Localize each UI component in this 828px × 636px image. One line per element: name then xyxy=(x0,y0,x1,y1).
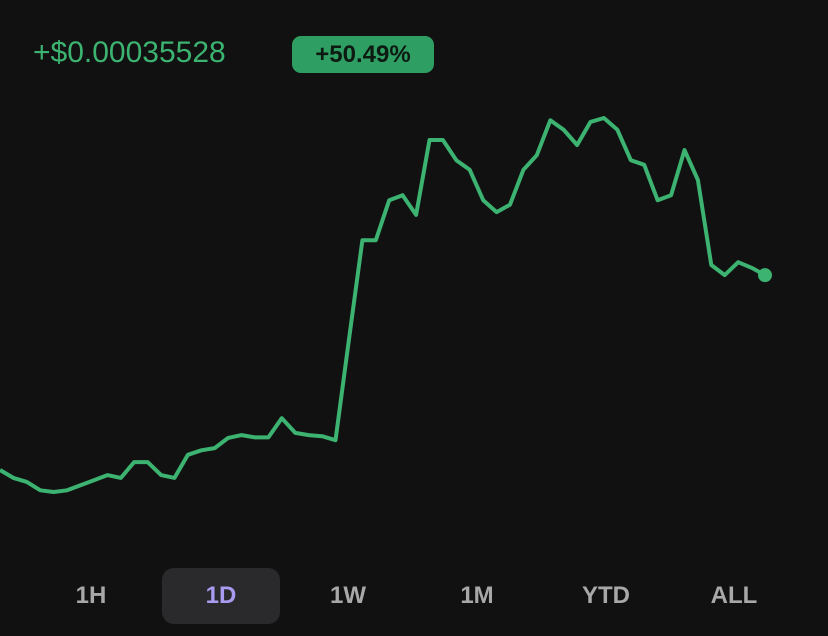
range-tab[interactable]: 1H xyxy=(75,582,107,609)
range-tab[interactable]: 1M xyxy=(460,582,494,609)
price-chart xyxy=(0,116,772,494)
price-line xyxy=(0,116,766,494)
range-tab[interactable]: 1D xyxy=(162,568,280,624)
range-tab[interactable]: 1W xyxy=(330,582,366,609)
percent-badge: +50.49% xyxy=(292,36,434,73)
range-tab[interactable]: YTD xyxy=(582,582,630,609)
current-dot xyxy=(758,268,772,283)
range-tab[interactable]: ALL xyxy=(710,582,758,609)
price-change: +$0.00035528 xyxy=(33,36,226,69)
